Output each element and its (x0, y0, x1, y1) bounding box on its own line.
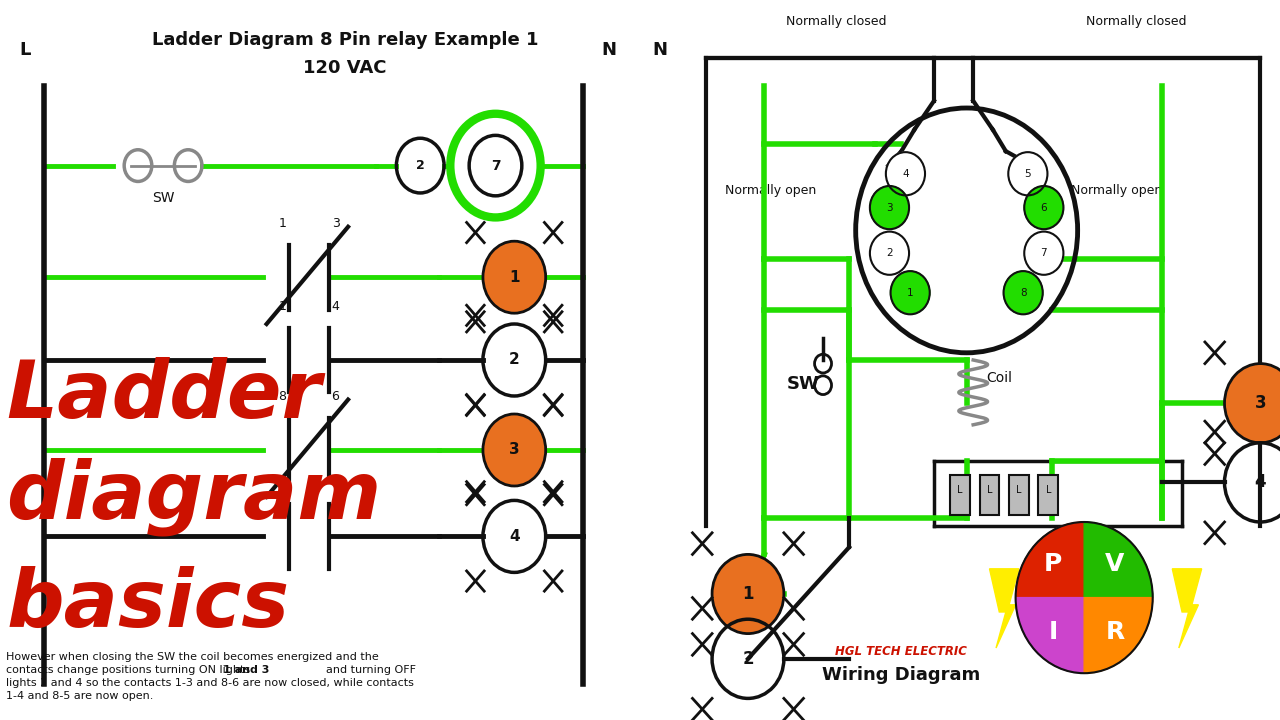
Text: Wiring Diagram: Wiring Diagram (822, 667, 980, 685)
Text: 4: 4 (509, 529, 520, 544)
Circle shape (483, 241, 545, 313)
Text: Ladder: Ladder (6, 357, 321, 435)
Text: 120 VAC: 120 VAC (303, 59, 387, 77)
Text: Coil: Coil (987, 371, 1012, 384)
Text: 1 and 3: 1 and 3 (223, 665, 269, 675)
Polygon shape (1172, 569, 1202, 648)
Circle shape (870, 232, 909, 275)
Text: and turning OFF: and turning OFF (326, 665, 416, 675)
Text: 8: 8 (1020, 288, 1027, 297)
Circle shape (1009, 152, 1047, 195)
Text: Normally closed: Normally closed (1087, 15, 1187, 28)
Text: 1: 1 (906, 288, 914, 297)
FancyBboxPatch shape (979, 475, 1000, 515)
Wedge shape (1015, 522, 1084, 598)
Circle shape (1024, 186, 1064, 229)
Circle shape (891, 271, 929, 315)
Text: L: L (987, 485, 992, 495)
Text: L: L (1016, 485, 1021, 495)
Text: 8: 8 (278, 476, 287, 489)
FancyBboxPatch shape (950, 475, 970, 515)
Text: 1: 1 (509, 270, 520, 284)
Text: L: L (957, 485, 963, 495)
Circle shape (886, 152, 925, 195)
Text: contacts change positions turning ON lights: contacts change positions turning ON lig… (6, 665, 253, 675)
Text: 3: 3 (1254, 395, 1266, 412)
Text: N: N (600, 41, 616, 59)
Text: 2: 2 (416, 159, 425, 172)
Polygon shape (989, 569, 1019, 648)
Circle shape (1225, 364, 1280, 443)
Text: R: R (1106, 620, 1125, 644)
Text: diagram: diagram (6, 457, 381, 536)
Text: L: L (1046, 485, 1051, 495)
Text: 8: 8 (278, 390, 287, 402)
Text: Normally closed: Normally closed (786, 15, 886, 28)
Text: 3: 3 (509, 443, 520, 457)
Text: 6: 6 (1041, 202, 1047, 212)
Text: 2: 2 (886, 248, 892, 258)
Text: I: I (1048, 620, 1059, 644)
Circle shape (1004, 271, 1043, 315)
Text: HGL TECH ELECTRIC: HGL TECH ELECTRIC (836, 645, 968, 658)
Text: 3: 3 (332, 217, 339, 230)
Text: V: V (1106, 552, 1125, 575)
Text: lights 2 and 4 so the contacts 1-3 and 8-6 are now closed, while contacts: lights 2 and 4 so the contacts 1-3 and 8… (6, 678, 415, 688)
Text: 6: 6 (332, 390, 339, 402)
Wedge shape (1084, 598, 1153, 673)
Circle shape (483, 414, 545, 486)
Text: 1: 1 (278, 217, 287, 230)
Text: However when closing the SW the coil becomes energized and the: However when closing the SW the coil bec… (6, 652, 379, 662)
Text: L: L (19, 41, 31, 59)
Text: 7: 7 (490, 158, 500, 173)
Text: 7: 7 (1041, 248, 1047, 258)
Text: Normally open: Normally open (1071, 184, 1162, 197)
Text: SW: SW (787, 375, 820, 393)
Circle shape (712, 554, 783, 634)
FancyBboxPatch shape (1038, 475, 1059, 515)
Text: 3: 3 (886, 202, 892, 212)
Text: basics: basics (6, 566, 289, 644)
Circle shape (870, 186, 909, 229)
FancyBboxPatch shape (1009, 475, 1029, 515)
Text: Ladder Diagram 8 Pin relay Example 1: Ladder Diagram 8 Pin relay Example 1 (152, 30, 538, 49)
Text: SW: SW (152, 191, 174, 204)
Text: 1-4 and 8-5 are now open.: 1-4 and 8-5 are now open. (6, 690, 154, 701)
Text: 5: 5 (332, 476, 339, 489)
Text: 1: 1 (742, 585, 754, 603)
Circle shape (1024, 232, 1064, 275)
Text: 1: 1 (278, 300, 287, 312)
Text: 4: 4 (902, 168, 909, 179)
Text: 5: 5 (1024, 168, 1032, 179)
Text: 2: 2 (509, 353, 520, 367)
Text: N: N (653, 41, 667, 59)
Wedge shape (1084, 522, 1153, 598)
Text: 4: 4 (332, 300, 339, 312)
Text: Normally open: Normally open (726, 184, 817, 197)
Text: 2: 2 (742, 649, 754, 668)
Wedge shape (1015, 598, 1084, 673)
Text: P: P (1044, 552, 1062, 575)
Text: 4: 4 (1254, 474, 1266, 491)
